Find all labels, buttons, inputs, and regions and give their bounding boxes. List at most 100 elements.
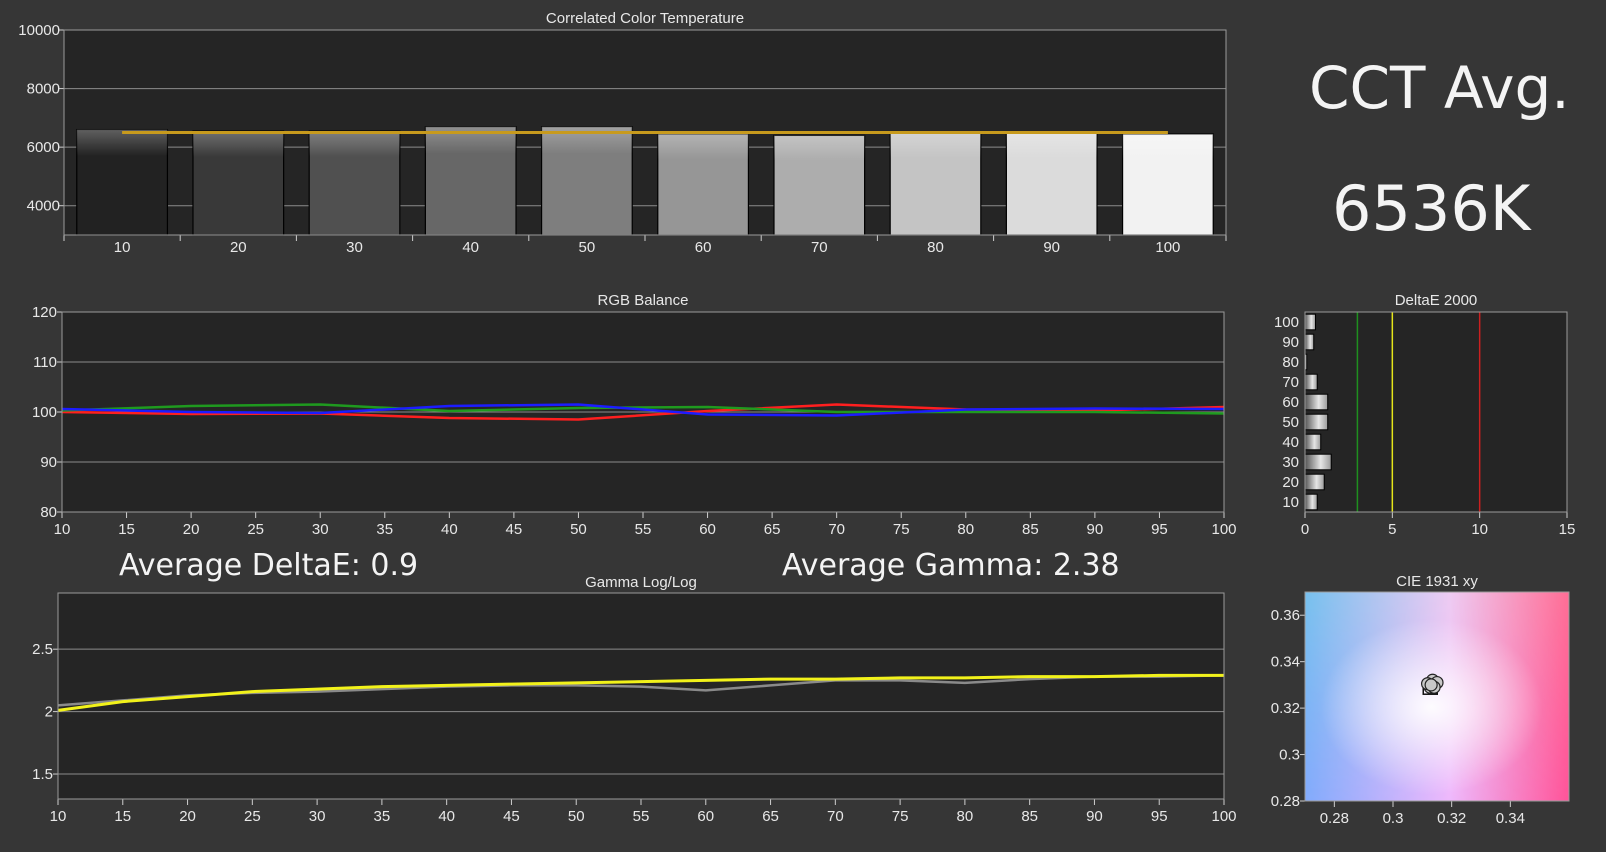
plot-area bbox=[58, 593, 1224, 799]
average-deltae: Average DeltaE: 0.9 bbox=[119, 548, 419, 583]
chart-title-cie: CIE 1931 xy bbox=[1396, 573, 1478, 590]
cct-bar-shade bbox=[890, 132, 981, 235]
deltae-bar bbox=[1304, 433, 1322, 451]
y-tick-label: 30 bbox=[1282, 454, 1299, 471]
series-line-green bbox=[61, 403, 1225, 415]
x-tick-label: 25 bbox=[244, 808, 261, 825]
x-tick-label: 70 bbox=[811, 239, 828, 256]
x-tick-label: 15 bbox=[118, 521, 135, 538]
x-tick-label: 80 bbox=[957, 521, 974, 538]
x-tick-label: 15 bbox=[114, 808, 131, 825]
y-tick-label: 0.28 bbox=[1271, 793, 1300, 810]
x-tick-label: 5 bbox=[1388, 521, 1396, 538]
x-tick-label: 100 bbox=[1211, 521, 1236, 538]
x-tick-label: 90 bbox=[1087, 521, 1104, 538]
y-tick-label: 120 bbox=[32, 304, 57, 321]
x-tick-label: 35 bbox=[374, 808, 391, 825]
deltae-bar bbox=[1304, 453, 1332, 471]
cct-bar-shade bbox=[309, 131, 400, 235]
y-tick-label: 90 bbox=[1282, 334, 1299, 351]
x-tick-label: 60 bbox=[695, 239, 712, 256]
y-tick-label: 8000 bbox=[27, 81, 60, 98]
x-tick-label: 60 bbox=[699, 521, 716, 538]
x-tick-label: 90 bbox=[1043, 239, 1060, 256]
chart-title-deltae: DeltaE 2000 bbox=[1395, 292, 1478, 309]
y-tick-label: 110 bbox=[33, 354, 57, 371]
x-tick-label: 0.32 bbox=[1437, 810, 1466, 827]
y-tick-label: 10000 bbox=[18, 22, 60, 39]
x-tick-label: 100 bbox=[1211, 808, 1236, 825]
cct-avg-label: CCT Avg. bbox=[1309, 54, 1570, 122]
x-tick-label: 10 bbox=[114, 239, 131, 256]
x-tick-label: 0.28 bbox=[1320, 810, 1349, 827]
cct-bar-shade bbox=[425, 126, 517, 235]
y-tick-label: 80 bbox=[1282, 354, 1299, 371]
series-line-blue bbox=[61, 403, 1225, 417]
y-tick-label: 100 bbox=[32, 404, 57, 421]
y-tick-label: 70 bbox=[1282, 374, 1299, 391]
x-tick-label: 40 bbox=[438, 808, 455, 825]
y-tick-label: 0.36 bbox=[1271, 607, 1300, 624]
cct-bar-shade bbox=[76, 129, 168, 235]
cie-point bbox=[1424, 678, 1438, 692]
cct-bar-shade bbox=[192, 131, 284, 235]
x-tick-label: 95 bbox=[1151, 808, 1168, 825]
x-tick-label: 75 bbox=[892, 808, 909, 825]
x-tick-label: 65 bbox=[762, 808, 779, 825]
x-tick-label: 45 bbox=[503, 808, 520, 825]
cie-whitepoint-glow bbox=[1305, 592, 1569, 801]
x-tick-label: 100 bbox=[1155, 239, 1180, 256]
x-tick-label: 70 bbox=[827, 808, 844, 825]
x-tick-label: 95 bbox=[1151, 521, 1168, 538]
chart-title-rgb: RGB Balance bbox=[598, 292, 689, 309]
cct-avg-value: 6536K bbox=[1332, 172, 1531, 245]
x-tick-label: 40 bbox=[462, 239, 479, 256]
cct-bar-shade bbox=[1122, 133, 1214, 235]
y-tick-label: 0.3 bbox=[1279, 747, 1300, 764]
x-tick-label: 25 bbox=[247, 521, 264, 538]
y-tick-label: 10 bbox=[1282, 494, 1299, 511]
x-tick-label: 90 bbox=[1086, 808, 1103, 825]
x-tick-label: 0 bbox=[1301, 521, 1309, 538]
x-tick-label: 0.3 bbox=[1383, 810, 1404, 827]
cct-bar-shade bbox=[657, 133, 749, 235]
x-tick-label: 35 bbox=[376, 521, 393, 538]
x-tick-label: 40 bbox=[441, 521, 458, 538]
deltae-bar bbox=[1304, 313, 1316, 331]
x-tick-label: 10 bbox=[54, 521, 71, 538]
x-tick-label: 85 bbox=[1021, 808, 1038, 825]
average-gamma: Average Gamma: 2.38 bbox=[782, 548, 1120, 583]
x-tick-label: 20 bbox=[230, 239, 247, 256]
y-tick-label: 1.5 bbox=[32, 766, 53, 783]
x-tick-label: 80 bbox=[927, 239, 944, 256]
x-tick-label: 55 bbox=[633, 808, 650, 825]
y-tick-label: 90 bbox=[40, 454, 57, 471]
x-tick-label: 50 bbox=[568, 808, 585, 825]
x-tick-label: 30 bbox=[346, 239, 363, 256]
deltae-bar bbox=[1304, 413, 1329, 431]
chart-title-cct: Correlated Color Temperature bbox=[546, 10, 744, 27]
y-tick-label: 50 bbox=[1282, 414, 1299, 431]
x-tick-label: 10 bbox=[1471, 521, 1488, 538]
plot-border bbox=[1304, 591, 1570, 802]
x-tick-label: 20 bbox=[183, 521, 200, 538]
plot-border bbox=[1304, 311, 1568, 513]
chart-title-gamma: Gamma Log/Log bbox=[585, 574, 697, 591]
deltae-bar bbox=[1304, 493, 1318, 511]
plot-area bbox=[1305, 312, 1567, 512]
y-tick-label: 40 bbox=[1282, 434, 1299, 451]
cct-bar-shade bbox=[541, 126, 633, 235]
x-tick-label: 80 bbox=[957, 808, 974, 825]
deltae-bar bbox=[1304, 393, 1329, 411]
cct-bar-shade bbox=[1006, 132, 1098, 235]
x-tick-label: 0.34 bbox=[1496, 810, 1525, 827]
x-tick-label: 85 bbox=[1022, 521, 1039, 538]
x-tick-label: 65 bbox=[764, 521, 781, 538]
x-tick-label: 50 bbox=[570, 521, 587, 538]
x-tick-label: 50 bbox=[579, 239, 596, 256]
plot-border bbox=[63, 29, 1227, 236]
x-tick-label: 15 bbox=[1559, 521, 1576, 538]
x-tick-label: 70 bbox=[828, 521, 845, 538]
